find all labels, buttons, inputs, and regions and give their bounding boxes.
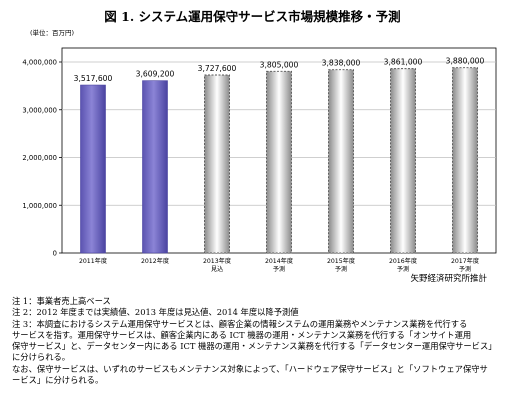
x-tick-label: 2011年度	[79, 257, 107, 265]
bar-value-label: 3,727,600	[198, 64, 237, 73]
note-line: ービス」に分けられる。	[12, 375, 104, 386]
bar-chart: (単位：百万円) 0 1,000,000 2,000,000 3,000,000 4,0…	[22, 28, 497, 273]
bar-value-label: 3,517,600	[74, 74, 113, 83]
note-line: なお、保守サービスは、いずれのサービスもメンテナンス対象によって、「ハードウェア…	[12, 363, 488, 374]
bar-value-label: 3,805,000	[260, 60, 299, 69]
source-credit: 矢野経済研究所推計	[410, 274, 487, 284]
bar-value-label: 3,609,200	[136, 70, 175, 79]
y-tick-label: 3,000,000	[22, 106, 57, 114]
x-tick-label: 2012年度	[141, 257, 169, 265]
x-tick-note: 予測	[459, 265, 471, 273]
note-line: 注 1：事業者売上高ベース	[12, 296, 111, 306]
bar	[204, 74, 230, 254]
x-tick-note: 見込	[211, 265, 223, 273]
bar-value-label: 3,880,000	[446, 57, 485, 66]
y-tick-label: 2,000,000	[22, 154, 57, 162]
y-tick-label: 4,000,000	[22, 59, 57, 67]
note-line: 保守サービス」と、データセンター内にある ICT 機器の運用・メンテナンス業務を…	[12, 341, 497, 352]
notes-block: 注 1：事業者売上高ベース注 2：2012 年度までは実績値、2013 年度は見…	[12, 296, 502, 386]
x-tick-label: 2017年度	[451, 257, 479, 265]
x-tick-note: 予測	[335, 265, 347, 273]
bar	[452, 67, 478, 254]
x-tick-note: 予測	[273, 265, 285, 273]
bar	[266, 70, 292, 254]
bar-value-label: 3,861,000	[384, 58, 423, 67]
x-tick-note: 予測	[397, 265, 409, 273]
note-line: 注 3：本調査におけるシステム運用保守サービスとは、顧客企業の情報システムの運用…	[12, 318, 468, 329]
x-tick-label: 2015年度	[327, 257, 355, 265]
bar	[390, 68, 416, 254]
y-tick-label: 1,000,000	[22, 202, 57, 210]
note-line: 注 2：2012 年度までは実績値、2013 年度は見込値、2014 年度以降予…	[12, 307, 299, 318]
unit-label: (単位：百万円)	[30, 28, 74, 37]
x-tick-label: 2014年度	[265, 257, 293, 265]
y-tick-label: 0	[53, 250, 57, 258]
bar	[80, 84, 106, 254]
note-line: サービスを指す。運用保守サービスは、顧客企業内にある ICT 機器の運用・メンテ…	[12, 329, 472, 340]
bar-value-label: 3,838,000	[322, 59, 361, 68]
note-line: に分けられる。	[12, 352, 71, 363]
x-tick-label: 2016年度	[389, 257, 417, 265]
bar	[142, 80, 168, 254]
x-tick-label: 2013年度	[203, 257, 231, 265]
chart-title: 図 1. システム運用保守サービス市場規模推移・予測	[104, 9, 401, 24]
bar	[328, 69, 354, 254]
